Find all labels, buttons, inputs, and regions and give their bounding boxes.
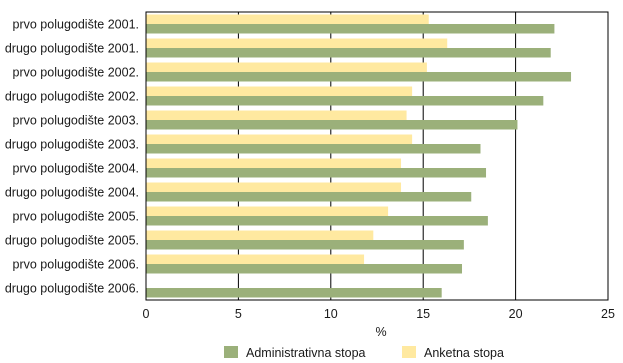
x-tick-label: 25 [601, 307, 615, 321]
bar-administrativna [146, 264, 463, 274]
category-label: prvo polugodište 2004. [13, 162, 139, 176]
legend-label: Administrativna stopa [246, 346, 366, 360]
bar-anketna [146, 62, 427, 72]
x-tick-label: 15 [416, 307, 430, 321]
category-label: prvo polugodište 2001. [13, 18, 139, 32]
grid-lines [237, 12, 517, 300]
plot-background [146, 12, 608, 300]
x-axis-title: % [375, 325, 386, 339]
x-tick-labels: 0 5 10 15 20 25 [143, 307, 615, 321]
bar-anketna [146, 110, 407, 120]
bar-anketna [146, 158, 402, 168]
bar-anketna [146, 206, 389, 216]
bar-administrativna [146, 288, 442, 298]
bar-administrativna [146, 240, 464, 250]
bar-administrativna [146, 72, 572, 82]
category-label: drugo polugodište 2002. [5, 90, 139, 104]
legend: Administrativna stopa Anketna stopa [224, 346, 504, 360]
bar-anketna [146, 86, 413, 96]
category-label: drugo polugodište 2006. [5, 282, 139, 296]
bar-administrativna [146, 48, 551, 58]
category-label: drugo polugodište 2005. [5, 234, 139, 248]
bar-administrativna [146, 144, 481, 154]
legend-swatch [224, 346, 238, 358]
category-label: prvo polugodište 2003. [13, 114, 139, 128]
x-tick-label: 10 [324, 307, 338, 321]
category-label: prvo polugodište 2005. [13, 210, 139, 224]
category-label: prvo polugodište 2006. [13, 258, 139, 272]
bar-administrativna [146, 168, 487, 178]
x-tick-label: 5 [235, 307, 242, 321]
bar-anketna [146, 254, 365, 264]
plot-border [145, 11, 609, 301]
bar-administrativna [146, 96, 544, 106]
bar-anketna [146, 182, 402, 192]
bar-administrativna [146, 24, 555, 34]
bar-anketna [146, 38, 448, 48]
category-label: drugo polugodište 2003. [5, 138, 139, 152]
bar-anketna [146, 14, 429, 24]
bars [146, 14, 572, 298]
bar-anketna [146, 230, 374, 240]
bar-administrativna [146, 192, 472, 202]
x-tick-label: 0 [143, 307, 150, 321]
x-tick-label: 20 [509, 307, 523, 321]
legend-label: Anketna stopa [424, 346, 504, 360]
bar-administrativna [146, 120, 518, 130]
category-label: prvo polugodište 2002. [13, 66, 139, 80]
category-label: drugo polugodište 2004. [5, 186, 139, 200]
legend-swatch [402, 346, 416, 358]
bar-anketna [146, 134, 413, 144]
category-labels: prvo polugodište 2001. drugo polugodište … [5, 18, 139, 296]
category-label: drugo polugodište 2001. [5, 42, 139, 56]
bar-administrativna [146, 216, 488, 226]
